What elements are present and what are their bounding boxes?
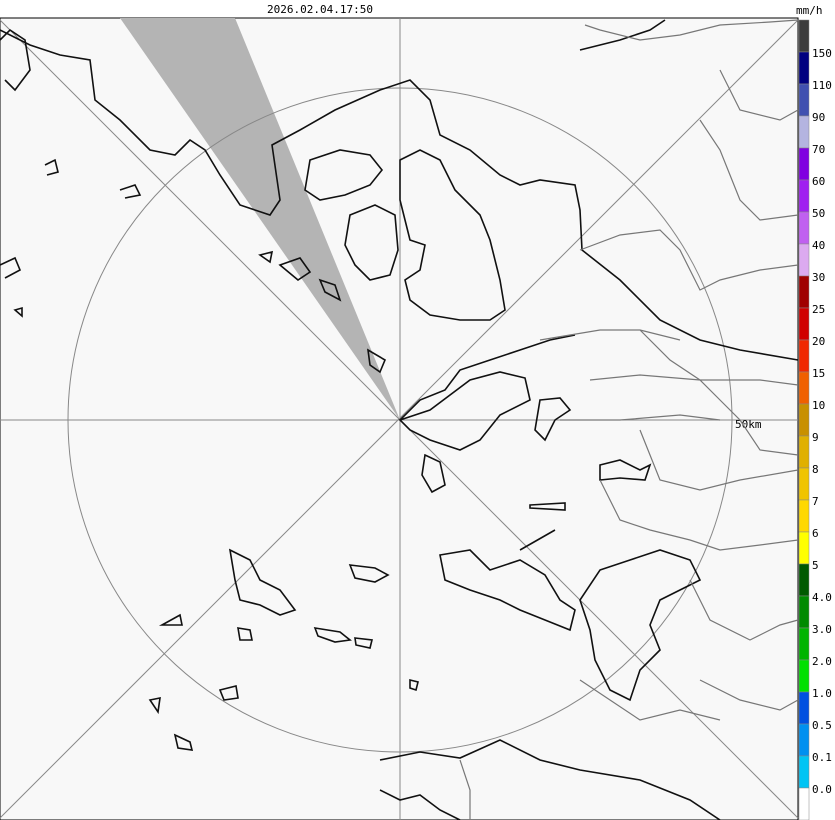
color-band <box>798 19 810 53</box>
color-band <box>798 627 810 661</box>
color-label: 150 <box>812 47 832 60</box>
color-band <box>798 275 810 309</box>
color-band <box>798 403 810 437</box>
coastline <box>399 149 506 321</box>
coastline <box>398 334 576 451</box>
color-label: 7 <box>812 495 819 508</box>
coastline <box>0 29 799 361</box>
color-label: 8 <box>812 463 819 476</box>
color-band <box>798 51 810 85</box>
map: 50km <box>0 17 799 820</box>
range-axis <box>0 19 799 819</box>
color-label: 9 <box>812 431 819 444</box>
color-band <box>798 755 810 789</box>
color-band <box>798 723 810 757</box>
colorbar: 150 110 90 70 60 50 40 30 25 20 15 10 9 8 7 6 5 4.0 3.0 2.0… <box>798 19 832 820</box>
coastline <box>148 613 419 751</box>
coastline <box>379 739 721 820</box>
coastline <box>579 549 702 702</box>
color-label: 60 <box>812 175 825 188</box>
coastline <box>519 19 666 551</box>
color-label: 70 <box>812 143 825 156</box>
coastline <box>366 348 446 494</box>
color-label: 5 <box>812 559 819 572</box>
color-band <box>798 659 810 693</box>
color-label: 90 <box>812 111 825 124</box>
color-label: 4.0 <box>812 591 832 604</box>
color-label: 10 <box>812 399 825 412</box>
coastline <box>439 549 576 632</box>
color-label: 3.0 <box>812 623 832 636</box>
coastline <box>304 149 384 201</box>
coastline <box>0 28 142 318</box>
unit-label: mm/h <box>796 4 823 17</box>
color-label: 30 <box>812 271 825 284</box>
color-band <box>798 499 810 533</box>
color-band <box>798 435 810 469</box>
color-band <box>798 243 810 277</box>
coastline <box>228 548 390 649</box>
color-label: 50 <box>812 207 825 220</box>
coastline <box>534 397 652 481</box>
blocked-beam-sector <box>120 18 400 420</box>
color-label: 0.1 <box>812 751 832 764</box>
admin-borders <box>459 19 799 820</box>
coastline <box>258 250 342 302</box>
color-label: 6 <box>812 527 819 540</box>
color-band <box>798 147 810 181</box>
color-band <box>798 115 810 149</box>
timestamp: 2026.02.04.17:50 <box>267 3 373 16</box>
color-band <box>798 211 810 245</box>
color-band <box>798 787 810 820</box>
range-label: 50km <box>735 418 762 431</box>
coastlines <box>0 19 799 820</box>
color-band <box>798 563 810 597</box>
color-label: 40 <box>812 239 825 252</box>
color-band <box>798 307 810 341</box>
color-band <box>798 179 810 213</box>
color-band <box>798 691 810 725</box>
color-label: 2.0 <box>812 655 832 668</box>
color-label: 110 <box>812 79 832 92</box>
color-band <box>798 595 810 629</box>
color-band <box>798 467 810 501</box>
color-label: 15 <box>812 367 825 380</box>
color-band <box>798 339 810 373</box>
color-band <box>798 531 810 565</box>
admin-border <box>459 19 799 820</box>
color-band <box>798 83 810 117</box>
color-label: 1.0 <box>812 687 832 700</box>
color-label: 20 <box>812 335 825 348</box>
coastline <box>344 204 399 281</box>
color-label: 0.5 <box>812 719 832 732</box>
color-band <box>798 371 810 405</box>
color-label: 25 <box>812 303 825 316</box>
color-label: 0.0 <box>812 783 832 796</box>
range-ring <box>67 87 733 753</box>
